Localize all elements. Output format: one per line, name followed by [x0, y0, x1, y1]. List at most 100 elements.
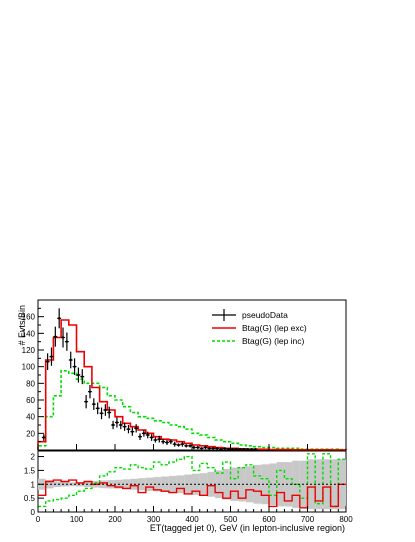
- legend-label: Btag(G) (lep exc): [242, 323, 307, 333]
- data-point: [111, 423, 115, 427]
- ratio-uncertainty-band: [145, 477, 154, 491]
- data-point: [242, 447, 246, 451]
- data-point: [238, 447, 242, 451]
- main-y-tick-label: 140: [22, 329, 36, 338]
- data-point: [88, 390, 92, 393]
- ratio-x-tick-label: 600: [262, 515, 276, 524]
- legend: pseudoData Btag(G) (lep exc) Btag(G) (lep …: [212, 309, 307, 346]
- data-point: [127, 427, 130, 431]
- data-point: [146, 433, 149, 437]
- main-panel: 20 40 60 80 100 120 140 160: [22, 299, 347, 451]
- legend-label: pseudoData: [242, 310, 288, 320]
- ratio-uncertainty-band: [53, 481, 62, 488]
- ratio-x-tick-label: 200: [108, 515, 122, 524]
- ratio-y-tick-label: 1: [31, 480, 36, 489]
- data-point: [219, 447, 223, 451]
- ratio-x-tick-label: 0: [36, 515, 41, 524]
- ratio-x-tick-label: 500: [224, 515, 238, 524]
- data-point: [169, 440, 173, 443]
- data-point: [54, 335, 57, 338]
- main-y-axis-label: # Evts/Bin: [17, 305, 27, 346]
- data-point: [104, 408, 107, 412]
- data-point: [223, 447, 226, 450]
- legend-label: Btag(G) (lep inc): [242, 336, 305, 346]
- data-point: [123, 425, 126, 428]
- data-point: [246, 447, 250, 451]
- data-point: [250, 447, 253, 451]
- data-point: [61, 336, 65, 339]
- ratio-x-tick-label: 800: [339, 515, 353, 524]
- data-point: [42, 436, 45, 439]
- data-point: [204, 446, 207, 449]
- ratio-y-tick-label: 1.5: [24, 466, 36, 475]
- ratio-uncertainty-band: [284, 462, 293, 507]
- ratio-x-tick-label: 400: [185, 515, 199, 524]
- ratio-uncertainty-band: [161, 476, 169, 493]
- data-point: [215, 447, 219, 450]
- ratio-uncertainty-band: [184, 474, 192, 494]
- data-point: [211, 447, 215, 450]
- ratio-uncertainty-band: [269, 463, 277, 506]
- data-point: [235, 447, 238, 451]
- ratio-uncertainty-band: [245, 466, 254, 503]
- data-point: [119, 423, 122, 427]
- ratio-x-axis-label: ET(tagged jet 0), GeV (in lepton-inclusi…: [150, 523, 345, 533]
- data-point: [100, 412, 103, 415]
- data-point: [108, 411, 111, 414]
- data-point: [50, 355, 53, 358]
- data-point: [96, 407, 99, 410]
- data-point: [142, 432, 146, 435]
- data-point: [138, 435, 142, 438]
- data-point: [185, 444, 188, 448]
- ratio-uncertainty-band: [176, 475, 185, 494]
- data-point: [165, 441, 169, 444]
- main-y-tick-label: 120: [22, 346, 36, 355]
- data-point: [200, 447, 203, 450]
- ratio-uncertainty-band: [68, 482, 77, 487]
- ratio-uncertainty-band: [45, 480, 54, 489]
- series-lep-exc-histogram: [37, 319, 347, 451]
- data-point: [65, 340, 69, 343]
- main-plot-frame: [37, 299, 347, 451]
- ratio-y-tick-label: 0: [31, 508, 36, 517]
- main-y-tick-label: 80: [26, 379, 35, 388]
- ratio-lep-inc-line: [38, 453, 346, 508]
- ratio-uncertainty-band: [253, 464, 262, 504]
- ratio-lep-exc-line: [38, 479, 346, 509]
- data-point: [196, 446, 199, 449]
- data-point: [173, 442, 176, 446]
- ratio-x-tick-label: 300: [147, 515, 161, 524]
- data-point: [92, 402, 96, 406]
- data-point: [181, 442, 184, 446]
- main-y-tick-label: 160: [22, 313, 36, 322]
- main-y-tick-label: 100: [22, 363, 36, 372]
- ratio-y-tick-label: 0.5: [24, 494, 36, 503]
- data-point: [231, 447, 234, 451]
- data-point: [77, 373, 80, 377]
- ratio-uncertainty-band: [153, 477, 162, 492]
- ratio-uncertainty-band: [261, 464, 269, 505]
- data-point: [154, 438, 157, 442]
- data-point: [208, 447, 211, 450]
- series-lep-inc-histogram: [37, 370, 347, 451]
- ratio-uncertainty-band: [168, 475, 177, 493]
- data-point: [134, 427, 138, 430]
- data-point: [150, 436, 153, 439]
- data-point: [188, 444, 192, 448]
- main-y-tick-label: 60: [26, 396, 35, 405]
- data-point: [131, 430, 134, 433]
- data-point: [227, 447, 230, 451]
- ratio-uncertainty-band: [61, 482, 69, 487]
- data-point: [73, 365, 76, 368]
- ratio-uncertainty-band: [84, 481, 92, 488]
- data-point: [177, 443, 180, 447]
- data-point: [192, 446, 196, 449]
- data-point: [46, 360, 49, 363]
- data-point: [57, 317, 61, 320]
- data-point: [161, 440, 165, 443]
- ratio-y-tick-label: 2: [31, 453, 36, 462]
- ratio-uncertainty-band: [76, 482, 85, 487]
- data-point: [158, 437, 161, 441]
